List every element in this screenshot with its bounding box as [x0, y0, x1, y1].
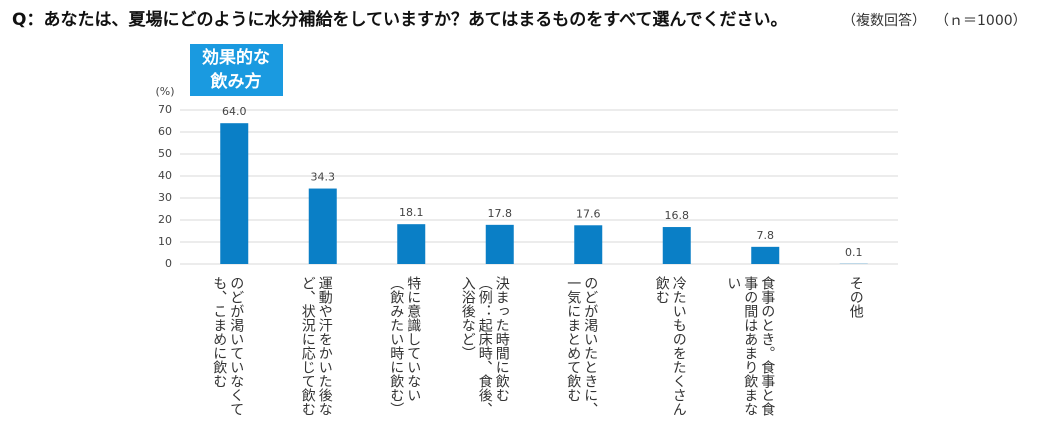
- y-tick-label: 30: [158, 191, 172, 204]
- y-tick-label: 60: [158, 125, 172, 138]
- x-tick-label: のどが渇いていなくても、こまめに飲む: [211, 276, 245, 416]
- x-tick-label: 特に意識していない（飲みたい時に飲む）: [388, 276, 422, 416]
- x-tick-label: 決まった時間に飲む（例：起床時、食後、入浴後など）: [459, 276, 510, 416]
- bar: [751, 246, 780, 264]
- bar: [574, 225, 603, 264]
- y-tick-label: 20: [158, 213, 172, 226]
- bar: [397, 224, 426, 264]
- x-tick-label: 運動や汗をかいた後など、状況に応じて飲む: [299, 276, 333, 416]
- y-tick-label: 40: [158, 169, 172, 182]
- bar: [485, 224, 514, 264]
- value-label: 64.0: [222, 105, 247, 118]
- y-axis-label: (%): [155, 85, 174, 98]
- badge-text: 効果的な: [202, 47, 270, 68]
- sample-size: （ｎ＝1000）: [935, 13, 1027, 29]
- x-tick-label: 食事のとき。食事と食事の間はあまり飲まない: [725, 276, 776, 416]
- value-label: 7.8: [757, 229, 775, 242]
- y-tick-label: 70: [158, 103, 172, 116]
- x-tick-label: 冷たいものをたくさん飲む: [653, 276, 687, 416]
- x-tick-label: のどが渇いたときに、一気にまとめて飲む: [565, 276, 599, 416]
- value-label: 34.3: [311, 171, 336, 184]
- value-label: 16.8: [665, 209, 690, 222]
- chart-title: Q：あなたは、夏場にどのように水分補給をしていますか？あてはまるものをすべて選ん…: [12, 9, 788, 30]
- bar: [662, 227, 691, 264]
- value-label: 18.1: [399, 206, 424, 219]
- bar: [220, 123, 249, 264]
- y-tick-label: 50: [158, 147, 172, 160]
- badge: [190, 44, 283, 96]
- subtitle: （複数回答）: [842, 12, 926, 29]
- badge-text: 飲み方: [210, 71, 262, 92]
- y-tick-label: 0: [165, 257, 172, 270]
- value-label: 17.6: [576, 207, 601, 220]
- bar: [308, 188, 337, 264]
- y-tick-label: 10: [158, 235, 172, 248]
- value-label: 0.1: [845, 246, 863, 259]
- value-label: 17.8: [488, 207, 513, 220]
- x-tick-label: その他: [847, 276, 864, 318]
